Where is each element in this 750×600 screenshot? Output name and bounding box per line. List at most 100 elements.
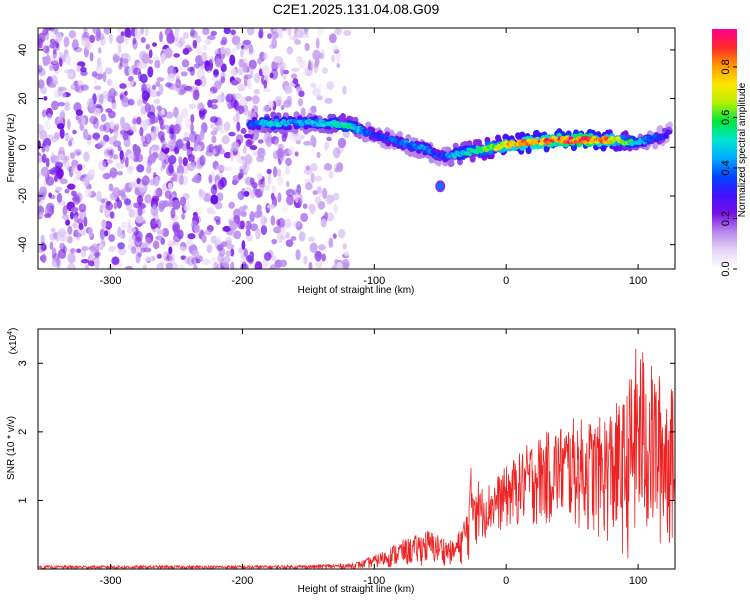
heatmap-noise-cell (167, 221, 174, 229)
heatmap-noise-cell (130, 246, 137, 254)
heatmap-noise-cell (219, 176, 227, 188)
heatmap-noise-cell (43, 213, 52, 219)
heatmap-noise-cell (113, 202, 118, 210)
heatmap-noise-cell (213, 261, 219, 269)
colorbar-tick-label: 0.6 (720, 110, 732, 125)
heatmap-noise-cell (106, 78, 113, 87)
heatmap-noise-cell (242, 161, 248, 170)
heatmap-noise-cell (172, 199, 181, 210)
heatmap-noise-cell (287, 28, 292, 37)
heatmap-noise-cell (110, 119, 115, 130)
heatmap-noise-cell (310, 162, 318, 172)
heatmap-noise-cell (109, 170, 117, 178)
heatmap-noise-cell (222, 225, 232, 232)
heatmap-noise-cell (154, 227, 160, 233)
heatmap-noise-cell (55, 186, 63, 192)
heatmap-noise-cell (56, 192, 63, 203)
heatmap-noise-cell (317, 28, 324, 36)
heatmap-noise-cell (50, 166, 58, 176)
heatmap-noise-cell (137, 252, 143, 258)
heatmap-noise-cell (299, 194, 303, 206)
heatmap-noise-cell (116, 35, 125, 44)
heatmap-noise-cell (91, 243, 100, 249)
heatmap-noise-cell (216, 94, 224, 103)
heatmap-noise-cell (262, 105, 270, 113)
heatmap-noise-cell (257, 172, 263, 182)
heatmap-noise-cell (249, 67, 254, 79)
heatmap-noise-cell (43, 120, 52, 131)
heatmap-noise-cell (96, 28, 102, 39)
heatmap-noise-cell (242, 39, 252, 46)
heatmap-noise-cell (220, 241, 228, 248)
heatmap-noise-cell (285, 157, 292, 167)
heatmap-noise-cell (38, 172, 42, 178)
x-tick-label: 100 (629, 575, 647, 587)
heatmap-noise-cell (75, 84, 84, 94)
heatmap-noise-cell (173, 225, 179, 237)
heatmap-noise-cell (165, 82, 173, 88)
heatmap-noise-cell (220, 46, 225, 55)
heatmap-noise-cell (173, 123, 181, 135)
heatmap-noise-cell (96, 93, 104, 103)
heatmap-noise-cell (248, 59, 257, 70)
heatmap-noise-cell (336, 162, 344, 173)
heatmap-noise-cell (320, 218, 327, 228)
heatmap-noise-cell (245, 220, 252, 231)
heatmap-signal-layer (246, 111, 673, 193)
heatmap-noise-cell (41, 109, 47, 118)
y-tick-label: -20 (17, 188, 29, 204)
heatmap-noise-cell (208, 174, 213, 184)
heatmap-noise-cell (151, 195, 160, 203)
heatmap-noise-cell (94, 258, 100, 269)
heatmap-noise-cell (117, 145, 122, 152)
heatmap-noise-cell (314, 250, 322, 262)
heatmap-noise-cell (213, 216, 221, 222)
heatmap-noise-cell (75, 109, 83, 117)
heatmap-noise-cell (267, 33, 272, 39)
heatmap-noise-cell (155, 81, 161, 88)
heatmap-noise-cell (267, 173, 272, 185)
heatmap-noise-cell (127, 98, 135, 106)
heatmap-noise-cell (45, 144, 50, 153)
heatmap-noise-cell (80, 66, 87, 73)
heatmap-noise-cell (127, 153, 134, 160)
heatmap-noise-cell (308, 261, 313, 269)
heatmap-noise-cell (272, 166, 278, 178)
heatmap-noise-cell (64, 101, 70, 108)
heatmap-noise-cell (210, 98, 219, 104)
colorbar-tick-label: 0.4 (720, 160, 732, 175)
heatmap-noise-cell (154, 59, 161, 69)
heatmap-noise-cell (135, 230, 142, 243)
heatmap-noise-cell (104, 230, 109, 237)
heatmap-noise-cell (313, 175, 322, 182)
heatmap-noise-cell (263, 79, 268, 89)
heatmap-noise-cell (284, 85, 293, 95)
heatmap-noise-cell (210, 123, 215, 129)
heatmap-noise-cell (49, 38, 56, 45)
heatmap-noise-cell (80, 258, 90, 264)
heatmap-noise-cell (111, 102, 118, 110)
heatmap-noise-cell (205, 66, 213, 73)
heatmap-noise-cell (102, 71, 107, 83)
heatmap-noise-cell (207, 99, 213, 108)
heatmap-noise-cell (59, 86, 68, 92)
heatmap-noise-cell (45, 45, 50, 56)
heatmap-noise-cell (223, 28, 231, 35)
heatmap-noise-cell (204, 38, 212, 46)
bottom-plot-frame (37, 328, 676, 570)
heatmap-noise-cell (176, 164, 185, 176)
heatmap-noise-cell (155, 187, 163, 198)
heatmap-noise-cell (328, 170, 334, 179)
heatmap-noise-cell (260, 215, 267, 226)
heatmap-noise-cell (186, 255, 195, 267)
heatmap-noise-cell (127, 165, 135, 171)
heatmap-noise-cell (317, 84, 323, 89)
heatmap-signal-cell (469, 155, 476, 163)
heatmap-noise-cell (50, 155, 60, 164)
heatmap-noise-cell (118, 247, 127, 256)
heatmap-noise-cell (55, 32, 63, 44)
heatmap-noise-cell (57, 248, 67, 259)
heatmap-noise-cell (216, 192, 224, 202)
heatmap-noise-cell (342, 85, 347, 96)
heatmap-noise-cell (296, 56, 303, 63)
